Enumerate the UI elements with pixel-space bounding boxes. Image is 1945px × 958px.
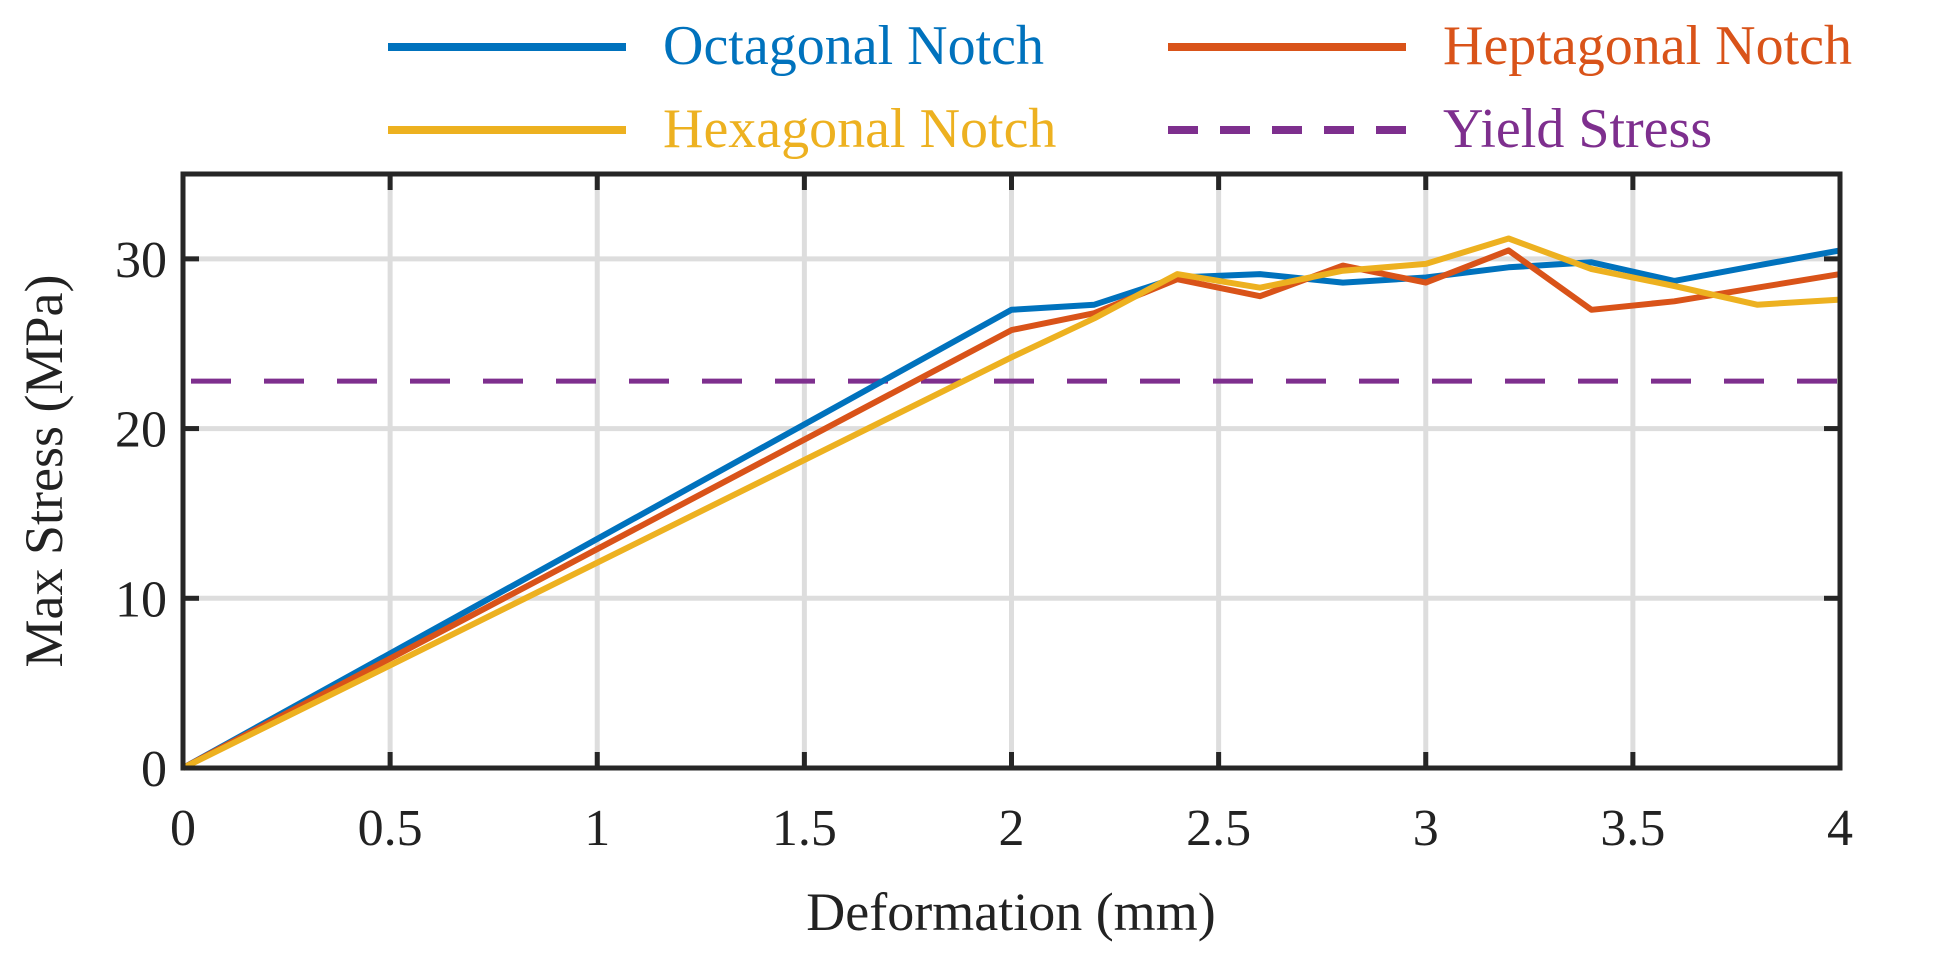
legend-label-octagonal: Octagonal Notch <box>663 15 1044 77</box>
series-line-hexagonal-notch <box>181 235 1841 771</box>
x-tick-label-2: 1 <box>584 800 610 857</box>
x-tick-label-8: 4 <box>1827 800 1853 857</box>
x-tick-label-4: 2 <box>999 800 1025 857</box>
x-tick-label-3: 1.5 <box>772 800 837 857</box>
y-axis-title: Max Stress (MPa) <box>14 275 74 668</box>
y-tick-label-0: 0 <box>141 741 167 798</box>
series-layer <box>181 235 1841 771</box>
legend-label-hexagonal: Hexagonal Notch <box>663 98 1056 160</box>
x-tick-label-5: 2.5 <box>1186 800 1251 857</box>
x-tick-label-6: 3 <box>1413 800 1439 857</box>
x-tick-label-0: 0 <box>170 800 196 857</box>
legend: Octagonal Notch Heptagonal Notch Hexagon… <box>388 15 1852 160</box>
legend-label-heptagonal: Heptagonal Notch <box>1443 15 1852 77</box>
x-tick-label-1: 0.5 <box>358 800 423 857</box>
y-tick-labels: 0 10 20 30 <box>115 232 167 798</box>
x-tick-label-7: 3.5 <box>1600 800 1665 857</box>
y-tick-label-2: 20 <box>115 402 167 459</box>
x-axis-title: Deformation (mm) <box>806 882 1215 942</box>
y-tick-label-3: 30 <box>115 232 167 289</box>
y-tick-label-1: 10 <box>115 571 167 628</box>
x-tick-labels: 0 0.5 1 1.5 2 2.5 3 3.5 4 <box>170 800 1853 857</box>
tick-layer <box>183 174 1840 768</box>
series-line-heptagonal-notch <box>181 247 1841 771</box>
series-line-octagonal-notch <box>181 247 1841 771</box>
legend-label-yield: Yield Stress <box>1443 98 1712 160</box>
